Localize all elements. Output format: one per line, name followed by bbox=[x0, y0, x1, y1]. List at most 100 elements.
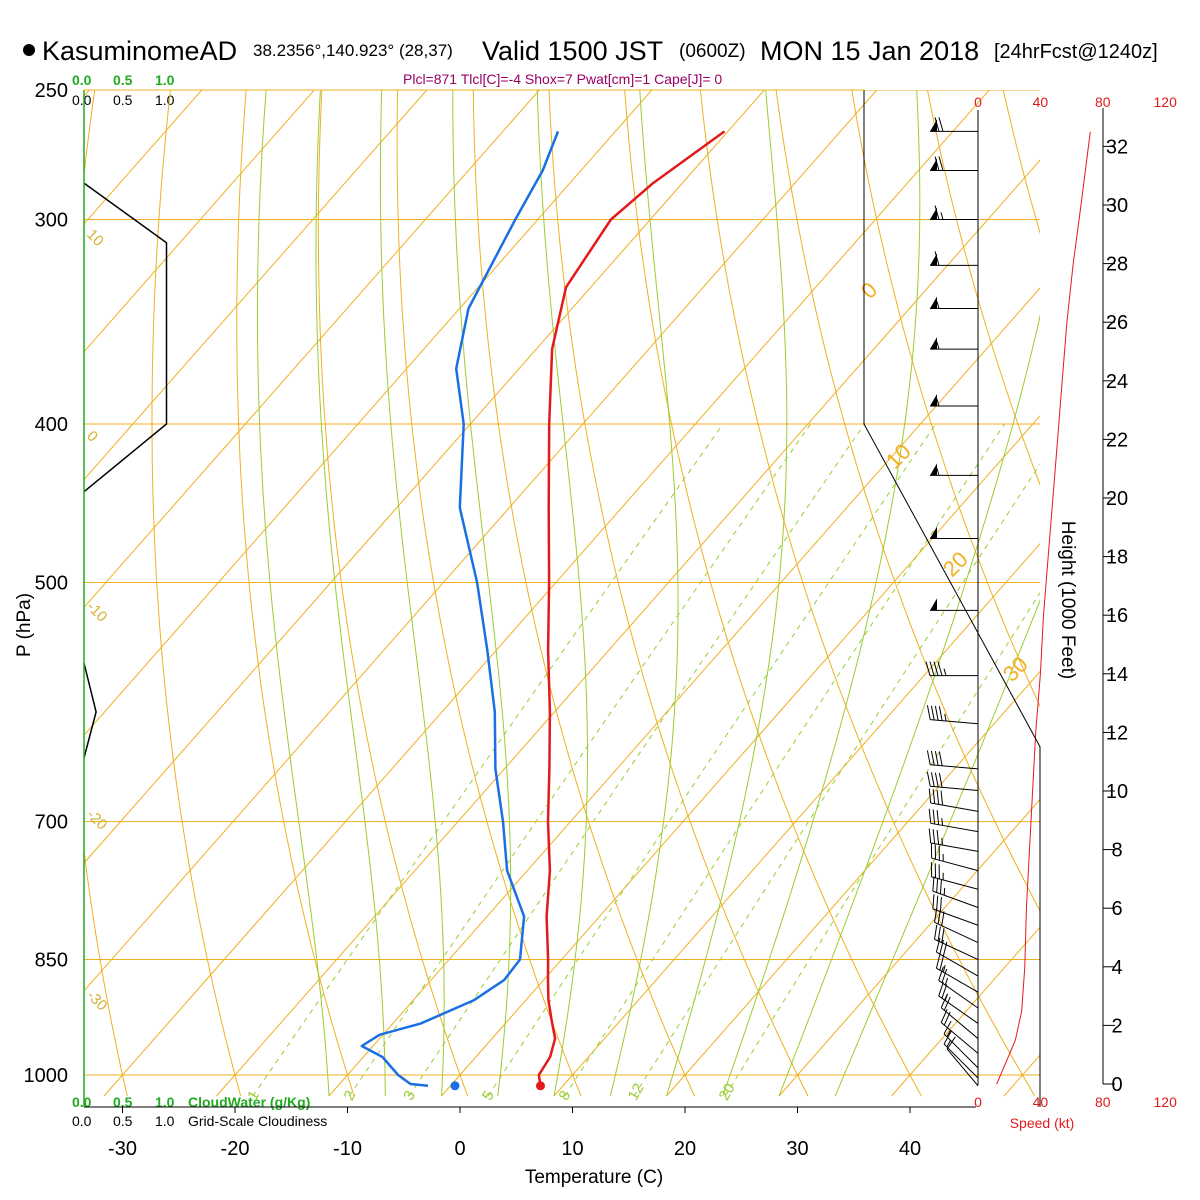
isotherm-line bbox=[666, 670, 1040, 1097]
wind-barb-full bbox=[939, 879, 942, 894]
wind-barb bbox=[943, 1031, 979, 1079]
isotherm-line bbox=[891, 926, 1040, 1097]
wind-barb-full bbox=[935, 937, 941, 953]
speed-axis-title: Speed (kt) bbox=[1010, 1115, 1075, 1131]
cloudiness-scale-top: 0.0 0.5 1.0 bbox=[72, 92, 175, 108]
wind-barb-staff bbox=[943, 1033, 979, 1069]
height-tick-label: 8 bbox=[1111, 840, 1122, 862]
wind-barb-staff bbox=[930, 802, 979, 812]
wind-barb-full bbox=[939, 955, 944, 971]
cloudiness-label: Grid-Scale Cloudiness bbox=[188, 1113, 327, 1129]
dry-adiabat-line bbox=[396, 90, 582, 1097]
surface-dewpoint-dot bbox=[450, 1081, 460, 1091]
wind-barb-full bbox=[934, 924, 938, 940]
moist-adiabat-line bbox=[722, 90, 921, 1097]
wind-barb bbox=[930, 156, 978, 172]
isotherm-line bbox=[441, 415, 1040, 1097]
isotherm-line bbox=[84, 90, 428, 481]
wind-barb-full bbox=[938, 706, 943, 721]
station-name: KasuminomeAD bbox=[42, 36, 237, 66]
wind-barb-half bbox=[940, 212, 944, 220]
dewpoint-line bbox=[360, 130, 560, 1088]
moist-adiabat-line bbox=[834, 599, 1040, 1097]
mixing-ratio-line bbox=[408, 423, 865, 1097]
wind-barb bbox=[926, 705, 979, 725]
cloudiness-tick: 1.0 bbox=[155, 92, 175, 108]
wind-barb-full bbox=[941, 968, 948, 983]
temperature-tick-label: 40 bbox=[899, 1138, 921, 1160]
cloudwater-tick: 1.0 bbox=[155, 1094, 175, 1110]
wind-barb-staff bbox=[930, 785, 979, 791]
cloudwater-tick: 0.5 bbox=[113, 1094, 133, 1110]
cloudwater-scale-bottom: 0.0 0.5 1.0 CloudWater (g/Kg) bbox=[72, 1094, 310, 1110]
wind-barb-flag bbox=[930, 119, 937, 132]
wind-barb-full bbox=[930, 705, 935, 721]
wind-barb-full bbox=[937, 926, 941, 942]
wind-barb-full bbox=[929, 661, 935, 676]
wind-barb-flag bbox=[930, 598, 937, 611]
speed-tick-label-bottom: 40 bbox=[1033, 1094, 1049, 1110]
wind-barb-full bbox=[943, 996, 951, 1011]
moist-adiabat-line bbox=[609, 90, 679, 1097]
dry-adiabat-line bbox=[236, 90, 355, 1097]
wind-barb bbox=[943, 1020, 979, 1069]
wind-barb-full bbox=[942, 941, 948, 957]
wind-barb-full bbox=[934, 772, 939, 788]
pressure-tick-label: 400 bbox=[35, 414, 68, 436]
height-tick-label: 4 bbox=[1111, 957, 1122, 979]
temperature-tick-label: -20 bbox=[221, 1138, 250, 1160]
isotherm-line bbox=[778, 798, 1040, 1097]
wind-barb-flag bbox=[930, 253, 937, 266]
wind-barb-half bbox=[936, 301, 940, 309]
dry-adiabat-line bbox=[624, 90, 922, 1097]
cloudwater-tick: 1.0 bbox=[155, 72, 175, 88]
wind-barb bbox=[930, 862, 979, 890]
wind-barb-full bbox=[941, 911, 945, 926]
mixing-ratio-line bbox=[564, 423, 1005, 1097]
sounding-profiles bbox=[360, 130, 726, 1091]
wind-barb-full bbox=[938, 751, 943, 766]
wind-barb-flag bbox=[930, 207, 937, 220]
dry-adiabat-line bbox=[151, 90, 242, 1097]
cloudiness-line bbox=[83, 182, 168, 493]
moist-adiabat-line bbox=[778, 314, 1040, 1097]
wind-barb-staff bbox=[930, 764, 979, 770]
wind-barb-staff bbox=[946, 1048, 979, 1087]
wind-barb-full bbox=[933, 661, 939, 676]
valid-time: Valid 1500 JST bbox=[482, 36, 663, 66]
moist-adiabat-line bbox=[452, 90, 512, 1097]
wind-barb bbox=[938, 966, 979, 1009]
cloudiness-profile bbox=[83, 182, 168, 759]
height-tick-label: 32 bbox=[1106, 136, 1128, 158]
isotherm-line bbox=[84, 90, 878, 992]
wind-barb-half bbox=[946, 1040, 951, 1048]
wind-barb-full bbox=[932, 829, 936, 844]
valid-date: MON 15 Jan 2018 bbox=[760, 36, 979, 66]
wind-barb-full bbox=[932, 789, 936, 804]
height-tick-label: 12 bbox=[1106, 722, 1128, 744]
wind-barb-full bbox=[934, 156, 940, 171]
dry-adiabat-line bbox=[699, 90, 1036, 1097]
wind-barb-full bbox=[926, 705, 931, 720]
cloudiness-tick: 1.0 bbox=[155, 1113, 175, 1129]
wind-barb-full bbox=[943, 1020, 952, 1035]
dry-adiabat-line bbox=[317, 90, 469, 1097]
wind-barb bbox=[935, 953, 979, 993]
wind-barb-full bbox=[934, 205, 940, 220]
moist-adiabat-line bbox=[315, 90, 386, 1097]
wind-barb-full bbox=[935, 953, 941, 969]
wind-barb-flag bbox=[930, 526, 937, 539]
wind-barb-full bbox=[939, 897, 942, 912]
wind-barb bbox=[932, 876, 979, 908]
dry-adiabat-line bbox=[775, 90, 1040, 912]
wind-barb-full bbox=[930, 750, 935, 766]
wind-barb-full bbox=[941, 984, 948, 999]
dry-adiabat-line bbox=[84, 90, 128, 1097]
isotherm-line bbox=[328, 287, 1040, 1097]
wind-barb-full bbox=[936, 810, 940, 825]
speed-tick-label-bottom: 120 bbox=[1154, 1094, 1178, 1110]
forecast-info: [24hrFcst@1240z] bbox=[994, 41, 1158, 63]
wind-barb-staff bbox=[930, 842, 979, 852]
pressure-tick-label: 500 bbox=[35, 573, 68, 595]
